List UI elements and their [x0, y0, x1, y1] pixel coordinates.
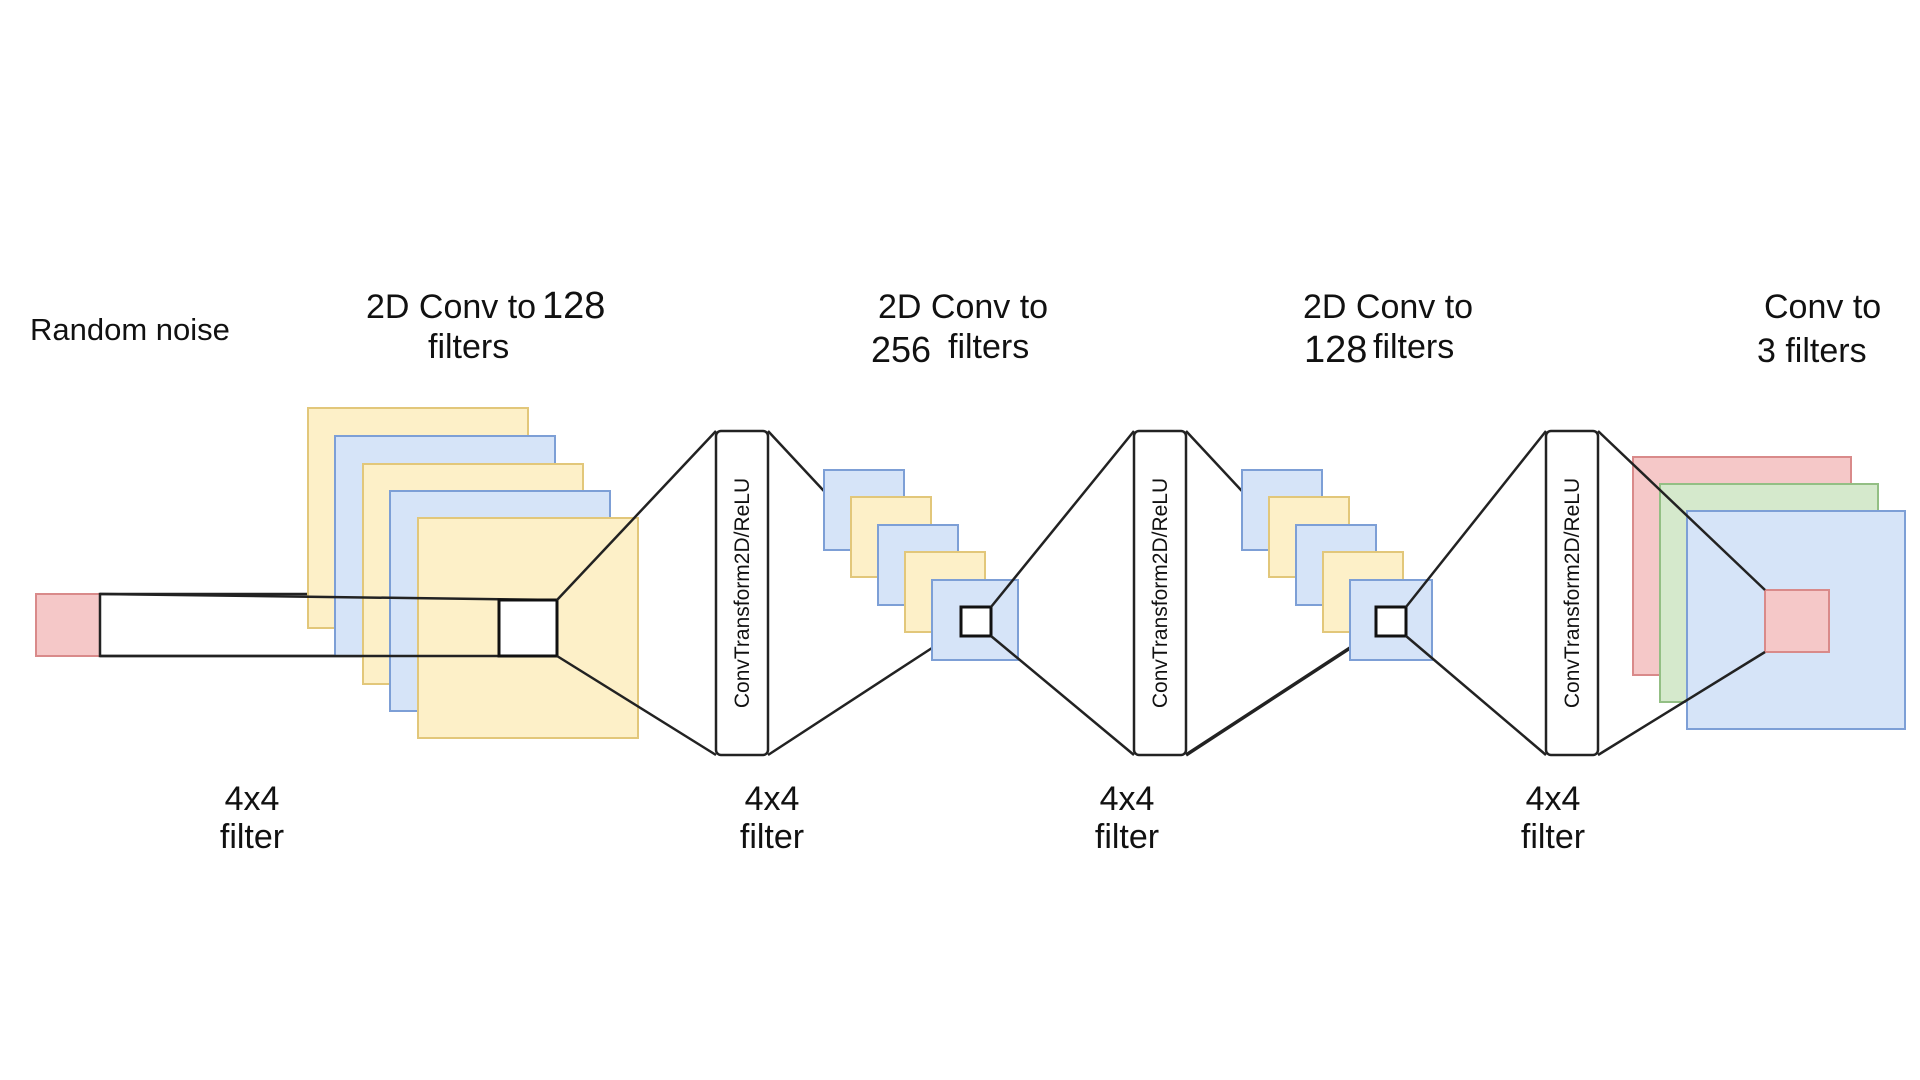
- stage2-title-line2: filters: [948, 328, 1029, 366]
- stage1-title-line2: filters: [428, 328, 509, 366]
- filter-2-word: filter: [740, 818, 804, 856]
- stage4-title-line2: 3 filters: [1757, 332, 1867, 370]
- filter-2-size: 4x4: [745, 780, 800, 818]
- convtransform-block-3: [1544, 429, 1600, 757]
- stage1-title-line1: 2D Conv to: [366, 288, 536, 326]
- filter-3-size: 4x4: [1100, 780, 1155, 818]
- filter-3-word: filter: [1095, 818, 1159, 856]
- convtransform-block-1: [714, 429, 770, 757]
- block-1-label: ConvTransform2D/ReLU: [731, 478, 754, 708]
- stage2-title-num: 256: [871, 329, 931, 370]
- filter-1-word: filter: [220, 818, 284, 856]
- stage2-filter-window: [959, 605, 993, 638]
- convtransform-block-2: [1132, 429, 1188, 757]
- filter-1-size: 4x4: [225, 780, 280, 818]
- block-2-label: ConvTransform2D/ReLU: [1149, 478, 1172, 708]
- stage3-title-line2: filters: [1373, 328, 1454, 366]
- stage4-title-line1: Conv to: [1764, 288, 1881, 326]
- stage3-filter-window: [1374, 605, 1408, 638]
- stage1-title-num: 128: [542, 285, 605, 327]
- block-3-label: ConvTransform2D/ReLU: [1561, 478, 1584, 708]
- noise-input-square: [35, 593, 101, 657]
- output-pixel-square: [1764, 589, 1830, 653]
- stage3-title-line1: 2D Conv to: [1303, 288, 1473, 326]
- filter-4-word: filter: [1521, 818, 1585, 856]
- filter-4-size: 4x4: [1526, 780, 1581, 818]
- stage2-title-line1: 2D Conv to: [878, 288, 1048, 326]
- stage1-feature-maps: [307, 407, 639, 739]
- stage1-filter-window: [497, 598, 559, 658]
- stage2-feature-maps: [823, 469, 1019, 661]
- input-label: Random noise: [30, 312, 230, 347]
- stage3-title-num: 128: [1304, 329, 1367, 371]
